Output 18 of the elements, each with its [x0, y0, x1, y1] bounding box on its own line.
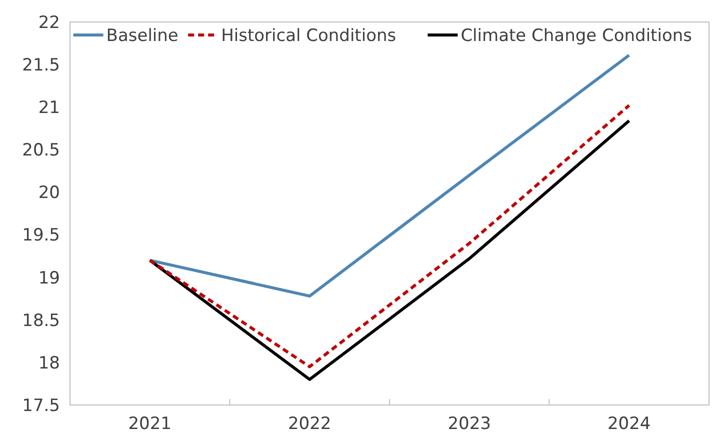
y-tick-label: 20	[38, 183, 60, 204]
legend-label: Historical Conditions	[221, 26, 396, 46]
y-tick-label: 20.5	[22, 140, 60, 161]
y-tick-label: 21	[38, 98, 60, 118]
y-tick-label: 18.5	[22, 310, 60, 331]
line-series	[148, 54, 631, 298]
y-tick-label: 22	[38, 12, 60, 33]
x-tick-label: 2023	[448, 414, 492, 434]
y-tick-label: 19.5	[22, 226, 60, 246]
x-tick-label: 2024	[607, 414, 651, 434]
y-tick-label: 18	[38, 353, 60, 374]
y-tick-label: 17.5	[22, 396, 60, 416]
x-tick-label: 2022	[288, 414, 332, 434]
legend-label: Climate Change Conditions	[460, 26, 692, 46]
x-tick-label: 2021	[128, 414, 172, 434]
y-tick-label: 19	[38, 268, 60, 288]
legend-label: Baseline	[106, 26, 178, 46]
y-tick-label: 21.5	[22, 56, 60, 76]
